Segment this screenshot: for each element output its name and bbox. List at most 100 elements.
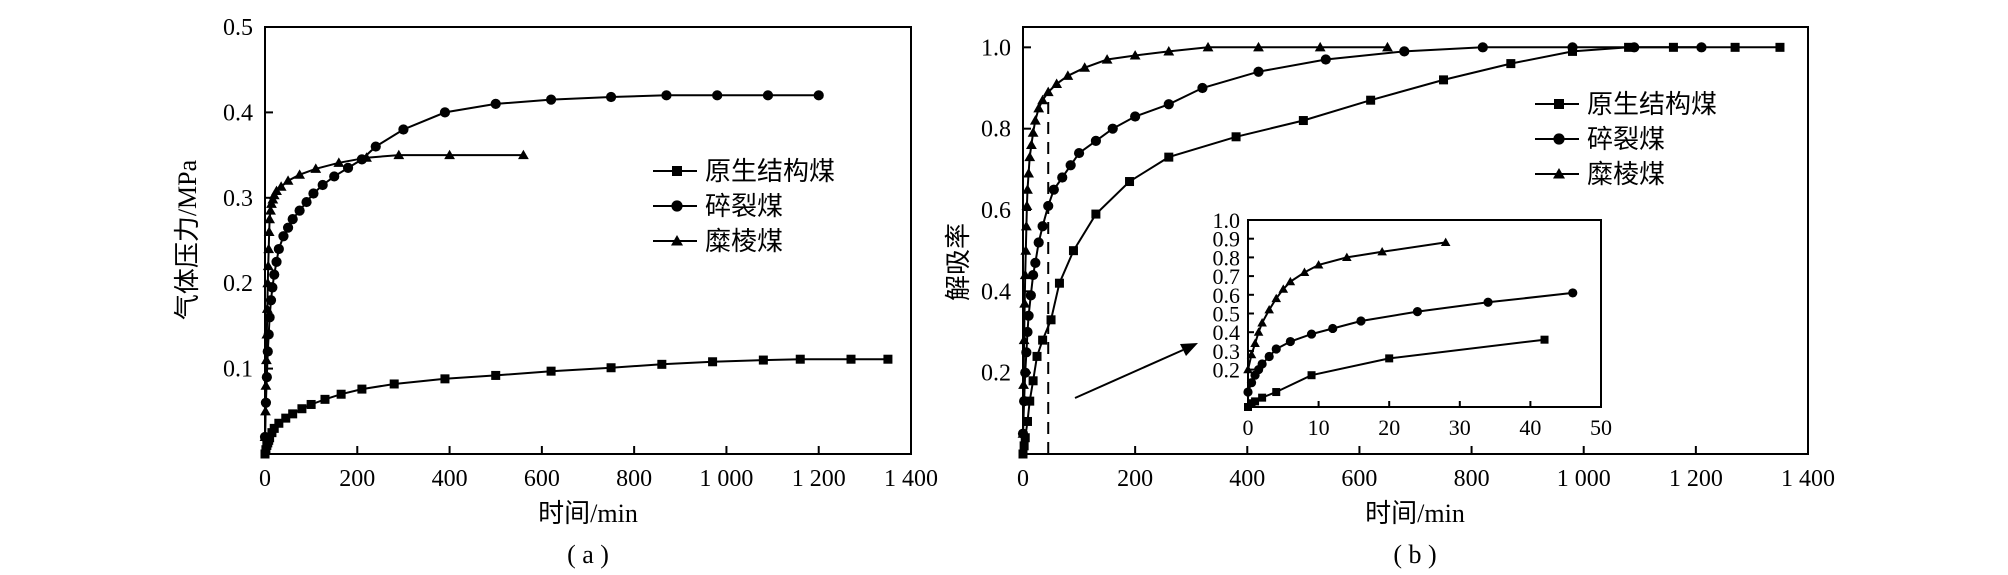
panel-a-point-circle [301, 196, 312, 208]
panel-a-label: ( a ) [567, 540, 609, 569]
panel-a-point-square [758, 355, 768, 365]
panel-b-point-circle [1696, 42, 1707, 53]
panel-b-point-circle [1030, 257, 1041, 268]
panel-b-point-square [1164, 152, 1174, 162]
panel-b-point-circle [1477, 42, 1488, 53]
panel-b-point-triangle [1129, 50, 1141, 60]
inset-point-circle [1568, 288, 1578, 298]
panel-b-point-triangle [1029, 115, 1041, 125]
inset-y-tick-label: 0.8 [1213, 245, 1241, 270]
panel-a-x-tick-label: 200 [339, 466, 375, 492]
panel-a-point-square [440, 374, 450, 384]
inset-point-square [1307, 371, 1316, 380]
panel-b-point-circle [1027, 269, 1039, 281]
panel-b-point-triangle [1037, 94, 1049, 105]
panel-b-series-circle [1017, 42, 1707, 439]
panel-a-point-square [606, 363, 616, 373]
inset-point-triangle [1278, 284, 1289, 293]
panel-a-point-circle [264, 312, 275, 323]
inset-pointer-arrow-head [1180, 343, 1198, 356]
panel-b-point-square [1231, 132, 1241, 142]
panel-b-point-circle [1629, 42, 1640, 53]
panel-a-point-circle [278, 231, 289, 242]
panel-a-point-triangle [282, 175, 294, 185]
panel-b-point-circle [1057, 172, 1068, 183]
panel-a-point-square [883, 354, 893, 364]
panel-a-x-tick-label: 800 [616, 466, 652, 492]
inset-point-circle [1271, 344, 1281, 354]
inset-point-circle [1243, 387, 1253, 397]
panel-a-y-tick-label: 0.4 [223, 100, 253, 126]
panel-b-legend-item-square: 原生结构煤 [1535, 90, 1717, 119]
panel-b-point-triangle [1023, 168, 1035, 178]
panel-b-point-circle [1048, 184, 1059, 195]
panel-b-point-circle [1197, 82, 1208, 94]
panel-b-point-triangle [1079, 62, 1091, 72]
panel-b-point-circle [1073, 147, 1085, 159]
panel-b-point-square [1028, 376, 1038, 386]
panel-a-point-square [297, 404, 307, 414]
panel-b-legend-marker-square [1554, 99, 1564, 109]
inset-point-circle [1483, 297, 1493, 307]
panel-b-point-triangle [1021, 200, 1033, 210]
panel-a-x-tick-label: 1 000 [699, 466, 753, 492]
inset-ticks: 0 10 20 30 40 50 0.20.30.40.50.60.70.80.91.0 [1213, 208, 1613, 440]
inset-point-triangle [1250, 338, 1260, 348]
inset-point-triangle [1257, 318, 1267, 327]
panel-a-point-square [546, 366, 556, 376]
panel-a-legend-label-circle: 碎裂煤 [705, 192, 783, 221]
panel-b-x-tick-label: 1 400 [1781, 466, 1835, 492]
panel-b-point-circle [1090, 135, 1101, 146]
inset-y-tick-label: 0.5 [1213, 302, 1241, 327]
panel-a-point-square [306, 399, 316, 409]
panel-a-point-circle [282, 222, 294, 233]
panel-b-point-square [1298, 116, 1308, 126]
inset-y-tick-label: 0.7 [1213, 264, 1241, 289]
inset-point-triangle [1264, 304, 1274, 314]
panel-b-point-square [1054, 278, 1064, 288]
panel-a-point-circle [661, 90, 672, 101]
panel-b-point-triangle [1024, 151, 1036, 162]
inset-point-triangle [1253, 327, 1264, 336]
panel-a-ticks: 0 200 400 600 800 1 000 1 200 1 400 0.1 0.2 0.3 0.4… [223, 15, 938, 492]
panel-a-y-tick-label: 0.5 [223, 15, 253, 41]
panel-a-legend-item-square: 原生结构煤 [653, 157, 835, 186]
panel-b-point-triangle [1022, 184, 1033, 194]
inset-point-triangle [1377, 246, 1387, 256]
panel-a-series-square-line [264, 358, 888, 455]
inset-y-tick-label: 1.0 [1213, 208, 1241, 233]
panel-a-point-square [281, 413, 291, 423]
panel-a-point-circle [273, 243, 284, 255]
panel-b-point-circle [1023, 310, 1034, 321]
panel-b-point-square [1025, 396, 1035, 406]
panel-b-point-circle [1399, 46, 1410, 57]
inset-point-triangle [1440, 237, 1451, 247]
inset-point-triangle [1285, 276, 1296, 286]
panel-a-point-square [320, 394, 330, 404]
panel-a-x-tick-label: 600 [524, 466, 560, 492]
panel-a-point-square [657, 359, 667, 369]
panel-b-point-circle [1107, 123, 1118, 134]
inset-pointer-arrow-line [1074, 349, 1184, 399]
panel-a-point-triangle [263, 226, 275, 237]
panel-b-point-circle [1065, 160, 1076, 171]
panel-a-series [259, 90, 893, 459]
panel-a-point-triangle [260, 354, 272, 365]
panel-a-point-circle [762, 90, 774, 101]
inset-y-tick-label: 0.2 [1213, 358, 1241, 383]
panel-a-point-circle [329, 171, 340, 182]
panel-a-series-triangle-line [264, 154, 524, 437]
panel-b-point-circle [1163, 99, 1174, 110]
panel-a-point-square [389, 379, 399, 389]
inset-point-square [1540, 335, 1549, 344]
inset-point-circle [1306, 329, 1317, 339]
panel-a-x-axis-title: 时间/min [538, 499, 638, 528]
panel-b-x-tick-label: 200 [1117, 466, 1153, 492]
panel-a-legend-marker-triangle [671, 235, 683, 246]
panel-a-point-circle [287, 214, 298, 225]
panel-b-point-square [1506, 59, 1516, 69]
panel-b-point-square [1032, 351, 1042, 361]
panel-b-ticks: 0 200 400 600 800 1 000 1 200 1 4000.20.40.60.8… [981, 35, 1835, 492]
inset-point-circle [1412, 307, 1423, 317]
panel-b-point-triangle [1202, 41, 1214, 52]
